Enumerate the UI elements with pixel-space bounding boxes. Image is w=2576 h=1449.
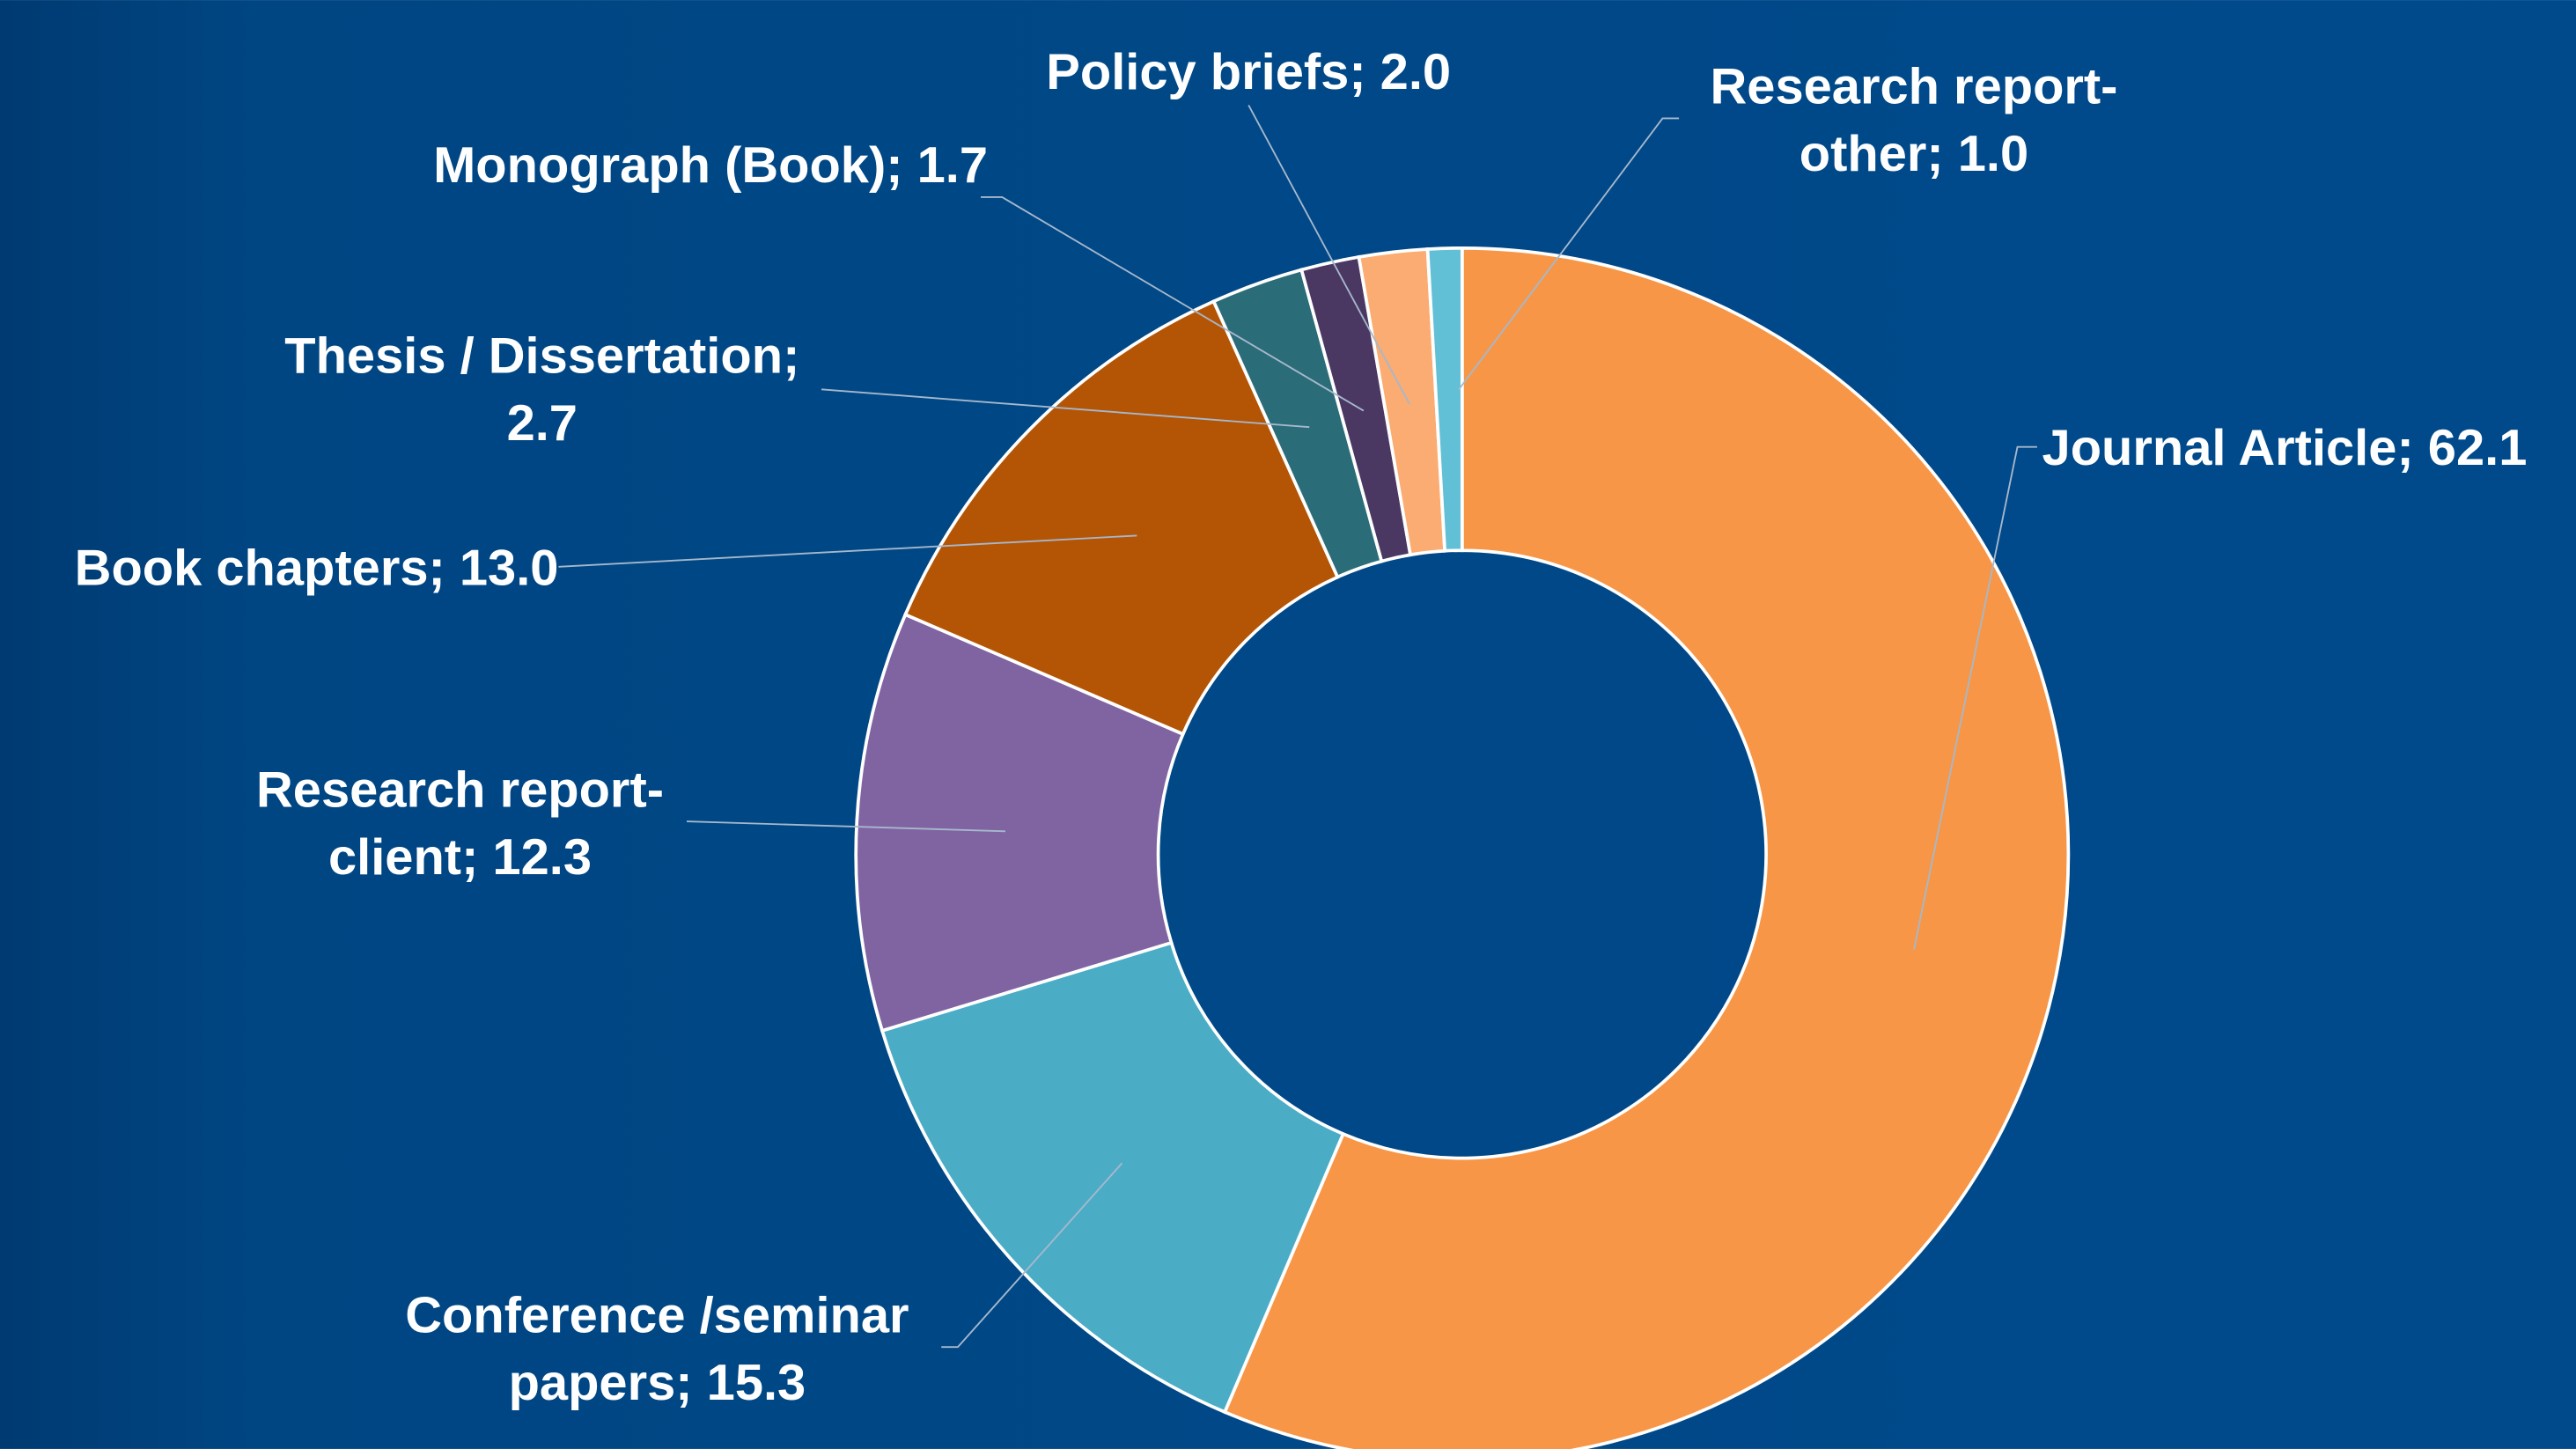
data-label: Conference /seminar papers; 15.3 [370,1282,945,1416]
separator: ; [1926,124,1958,183]
label-text: Journal Article; 62.1 [2042,414,2576,482]
separator: ; [675,1353,707,1412]
leader-line [686,820,1006,833]
separator: ; [886,136,917,195]
leader-line [1458,117,1680,390]
slice [1425,246,1464,553]
separator: ; [2396,418,2428,477]
slice [854,612,1186,1033]
category-name: Thesis / Dissertation [284,327,784,385]
separator: ; [783,327,814,385]
slice [902,298,1340,737]
slice [1222,246,2071,1449]
separator: ; [428,539,460,597]
label-text: Conference /seminar papers; 15.3 [370,1282,945,1416]
value-label: 15.3 [706,1353,806,1412]
data-label: Policy briefs; 2.0 [986,38,1512,106]
data-label: Journal Article; 62.1 [2042,414,2576,482]
category-name: Conference /seminar papers [405,1286,909,1412]
label-text: Book chapters; 13.0 [0,534,559,602]
leader-line [558,534,1137,568]
label-text: Policy briefs; 2.0 [986,38,1512,106]
label-text: Monograph (Book); 1.7 [427,131,994,199]
data-label: Book chapters; 13.0 [0,534,559,602]
value-label: 1.7 [916,136,989,195]
leader-line [941,1162,1123,1349]
category-name: Book chapters [74,539,429,597]
value-label: 62.1 [2427,418,2528,477]
data-label: Research report-client; 12.3 [230,755,690,890]
category-name: Research report-other [1710,57,2118,183]
value-label: 12.3 [492,827,592,886]
value-label: 1.0 [1957,124,2029,183]
category-name: Research report-client [256,761,664,886]
data-label: Research report-other; 1.0 [1660,53,2168,188]
category-name: Policy briefs [1046,42,1350,100]
leader-line [1248,105,1410,405]
slices [854,246,2071,1449]
value-label: 2.7 [506,394,578,452]
leader-line [821,388,1310,429]
slice [880,940,1346,1415]
value-label: 2.0 [1380,42,1452,100]
label-text: Thesis / Dissertation; 2.7 [247,322,838,457]
category-name: Journal Article [2042,418,2397,477]
labels: Journal Article; 62.1 Conference /seminar… [0,38,2576,1416]
leader-line [981,196,1365,412]
label-text: Research report-other; 1.0 [1660,53,2168,188]
label-text: Research report-client; 12.3 [230,755,690,890]
data-label: Thesis / Dissertation; 2.7 [247,322,838,457]
separator: ; [1349,42,1380,100]
value-label: 13.0 [459,539,559,597]
data-label: Monograph (Book); 1.7 [427,131,994,199]
category-name: Monograph (Book) [433,136,887,195]
leaders [558,105,2037,1349]
separator: ; [461,827,493,886]
leader-line [1913,445,2037,950]
